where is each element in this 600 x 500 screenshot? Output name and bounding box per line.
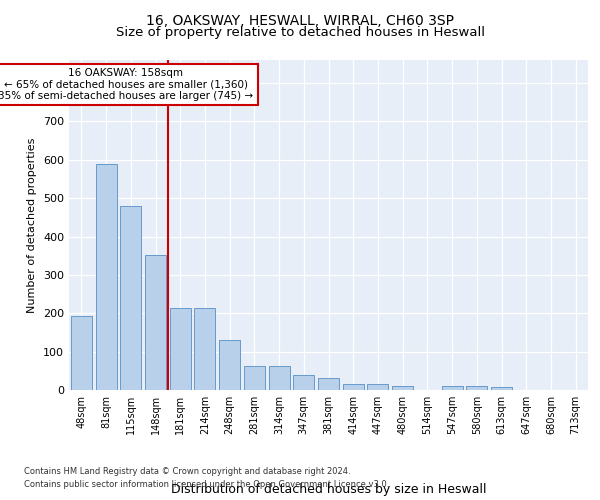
Bar	[367, 384, 388, 390]
Bar	[392, 386, 413, 390]
Text: 16 OAKSWAY: 158sqm
← 65% of detached houses are smaller (1,360)
35% of semi-deta: 16 OAKSWAY: 158sqm ← 65% of detached hou…	[0, 68, 253, 101]
Bar	[194, 308, 215, 390]
Bar	[244, 366, 265, 390]
Text: Contains HM Land Registry data © Crown copyright and database right 2024.: Contains HM Land Registry data © Crown c…	[24, 467, 350, 476]
Bar	[71, 316, 92, 390]
X-axis label: Distribution of detached houses by size in Heswall: Distribution of detached houses by size …	[171, 483, 486, 496]
Text: Contains public sector information licensed under the Open Government Licence v3: Contains public sector information licen…	[24, 480, 389, 489]
Bar	[293, 374, 314, 390]
Bar	[120, 206, 141, 390]
Text: 16, OAKSWAY, HESWALL, WIRRAL, CH60 3SP: 16, OAKSWAY, HESWALL, WIRRAL, CH60 3SP	[146, 14, 454, 28]
Bar	[466, 386, 487, 390]
Bar	[219, 340, 240, 390]
Bar	[145, 254, 166, 390]
Bar	[343, 384, 364, 390]
Bar	[442, 386, 463, 390]
Text: Size of property relative to detached houses in Heswall: Size of property relative to detached ho…	[115, 26, 485, 39]
Bar	[491, 387, 512, 390]
Bar	[318, 378, 339, 390]
Y-axis label: Number of detached properties: Number of detached properties	[28, 138, 37, 312]
Bar	[95, 164, 116, 390]
Bar	[269, 366, 290, 390]
Bar	[170, 308, 191, 390]
